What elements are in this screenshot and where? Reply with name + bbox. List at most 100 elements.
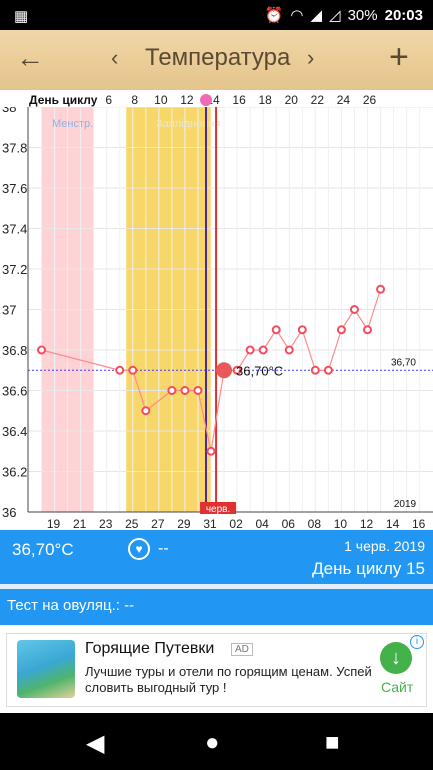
nav-back-icon[interactable]: ◀ [86,730,105,757]
date-tick-label: 16 [412,517,426,530]
cycle-tick-label: 18 [259,93,273,107]
cycle-tick-label: 20 [285,93,299,107]
cycle-tick-label: 26 [363,93,377,107]
y-tick-label: 37.8 [2,141,27,156]
download-icon[interactable]: ↓ [380,642,412,674]
divider [0,584,433,589]
y-tick-label: 37 [2,303,16,318]
ad-title[interactable]: Горящие Путевки [85,640,215,657]
clock: 20:03 [384,6,423,24]
data-point [115,365,125,375]
temperature-chart[interactable]: 36 36.2 36.4 36.6 36.8 37 37.2 37.4 37.6 37.8 38 6 8… [0,90,433,530]
wifi-icon: ◠ [290,7,304,24]
date-tick-label: 27 [151,517,165,530]
cycle-label-bg [27,91,101,106]
heart-value: -- [158,540,169,557]
y-tick-label: 37.4 [2,222,27,237]
data-point [336,325,346,335]
ad-thumbnail[interactable] [17,640,75,698]
add-icon[interactable]: + [389,38,409,76]
cycle-axis-bg [0,90,433,107]
nav-recents-icon[interactable]: ■ [325,729,340,756]
data-point [128,365,138,375]
info-bar: 36,70°C ♥ -- 1 черв. 2019 День циклу 15 [0,530,433,584]
previous-chevron-icon[interactable]: ‹ [111,45,119,70]
date-tick-label: 14 [386,517,400,530]
y-tick-label: 37.2 [2,262,27,277]
date-tick-label: 29 [177,517,191,530]
data-point [271,325,281,335]
signal-off-icon: ◿ [329,7,341,24]
page-title: Температура [145,44,291,71]
date-tick-label: 08 [308,517,322,530]
cycle-tick-label: 8 [131,93,138,107]
y-tick-label: 36.2 [2,465,27,480]
ad-info-icon[interactable]: i [410,635,424,649]
alarm-icon: ⏰ [264,7,284,24]
year-label: 2019 [394,499,417,510]
current-point [216,362,233,379]
data-point [258,345,268,355]
date-tick-label: 21 [73,517,87,530]
month-label-bg [200,502,237,514]
next-chevron-icon[interactable]: › [307,45,315,70]
data-point [376,284,386,294]
ad-banner[interactable]: Горящие Путевки AD Лучшие туры и отели п… [6,633,427,707]
cycle-tick-label: 24 [337,93,351,107]
cycle-day: День циклу 15 [312,559,425,578]
ovulation-test[interactable]: Тест на овуляц.: -- [0,589,433,625]
status-bar: ▦ ⏰ ◠ ◢ ◿ 30% 20:03 [0,0,433,30]
cycle-tick-label: 22 [311,93,325,107]
y-tick-label: 36.8 [2,343,27,358]
data-point [363,325,372,335]
cycle-tick-label: 6 [105,93,112,107]
month-label: черв. [206,504,230,515]
data-point [167,386,177,395]
date-tick-label: 25 [125,517,139,530]
back-arrow-icon[interactable]: ← [16,42,44,73]
date-tick-label: 06 [282,517,296,530]
navigation-bar: ◀ ● ■ [0,713,433,770]
data-point [193,386,203,395]
y-tick-label: 36 [2,505,16,520]
toolbar: ← ‹ Температура › + [0,30,433,90]
ad-badge: AD [231,643,253,656]
data-point [297,325,307,335]
data-point [349,305,359,314]
date-tick-label: 04 [256,517,270,530]
heart-icon[interactable]: ♥ [128,538,150,560]
date-tick-label: 02 [229,517,243,530]
current-date: 1 черв. 2019 [344,538,425,554]
ovulation-marker [200,94,213,106]
data-point [245,345,255,355]
date-tick-label: 19 [47,517,61,530]
nav-home-icon[interactable]: ● [205,729,220,756]
date-tick-label: 12 [360,517,374,530]
data-point [284,345,294,355]
data-point [310,365,320,375]
menstruation-label: Менстр. [52,118,93,130]
y-tick-label: 37.6 [2,181,27,196]
battery-level: 30% [347,6,378,24]
cycle-axis-title: День циклу [29,93,98,107]
signal-icon: ◢ [310,7,323,24]
data-point [141,406,151,416]
app-grid-icon: ▦ [14,8,29,25]
y-tick-label: 36.6 [2,384,27,399]
data-point [232,365,242,375]
reference-line-label: 36,70 [391,357,416,368]
current-value-label: 36,70°C [236,363,283,378]
data-point [180,386,190,395]
fertile-label: Запліднення [156,118,220,130]
date-tick-label: 10 [334,517,348,530]
data-point [37,345,46,355]
data-point [323,365,333,375]
date-tick-label: 23 [99,517,113,530]
cycle-tick-label: 12 [180,93,194,107]
current-temperature: 36,70°C [12,540,74,559]
ad-description[interactable]: Лучшие туры и отели по горящим ценам. Ус… [85,664,372,695]
data-point [206,446,216,456]
ad-site-link[interactable]: Сайт [381,679,414,695]
cycle-tick-label: 10 [154,93,168,107]
date-tick-label: 31 [203,517,217,530]
